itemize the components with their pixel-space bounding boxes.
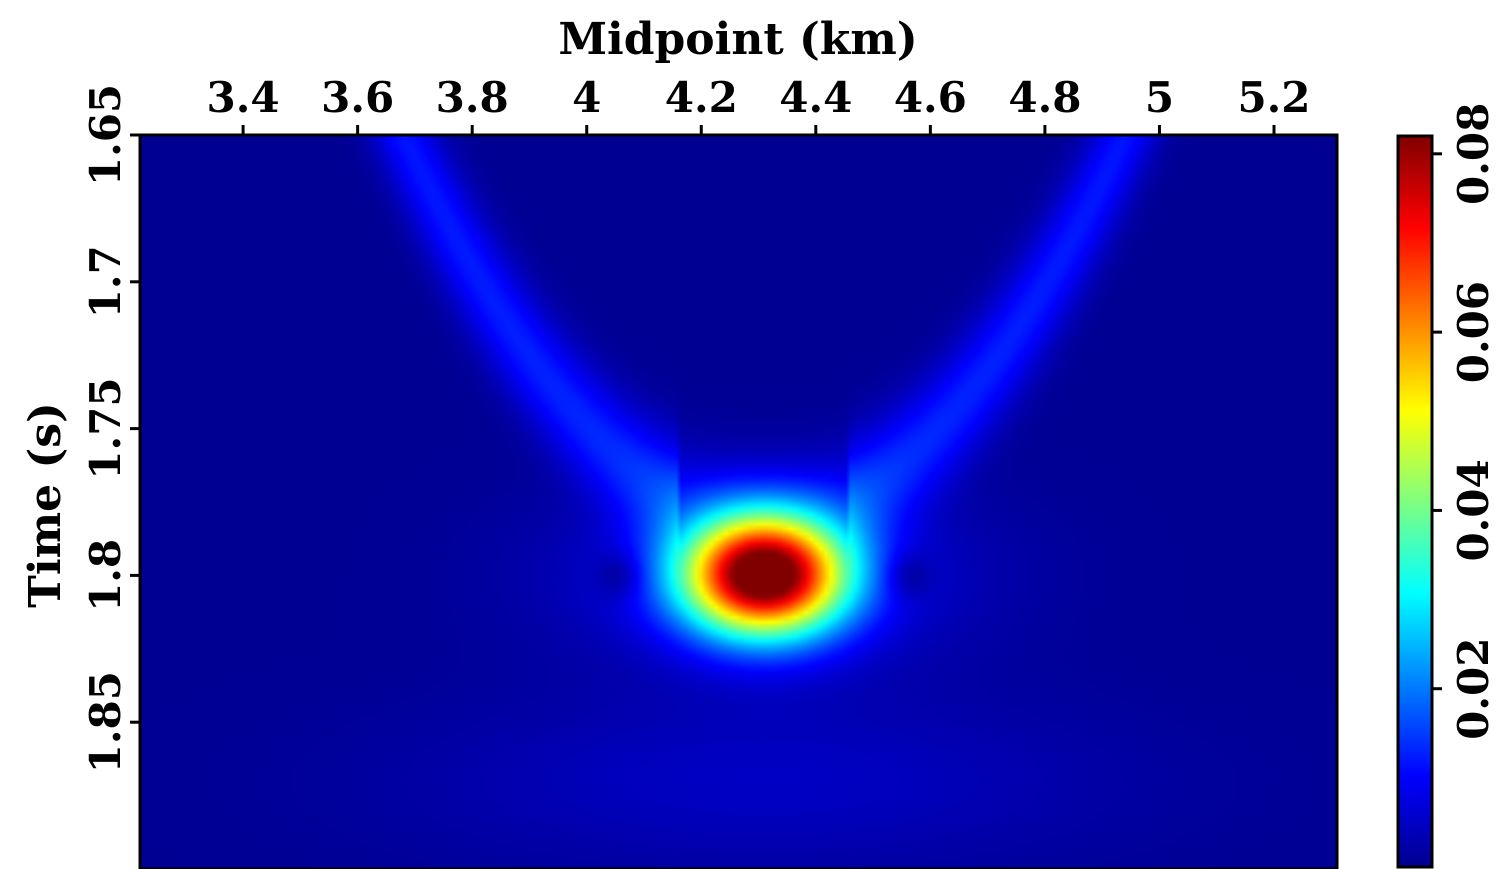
y-axis-ticks: 1.65 1.7 1.75 1.8 1.85 bbox=[81, 84, 140, 773]
plot-frame bbox=[138, 133, 1339, 869]
y-tick-label: 1.7 bbox=[81, 245, 130, 318]
x-tick-label: 4.8 bbox=[1008, 73, 1081, 122]
colorbar-tick-label: 0.02 bbox=[1449, 638, 1498, 740]
y-axis-label: Time (s) bbox=[20, 402, 71, 608]
x-tick-label: 5.2 bbox=[1237, 73, 1310, 122]
colorbar-frame bbox=[1396, 134, 1434, 869]
y-tick-label: 1.85 bbox=[81, 671, 130, 773]
x-axis-ticks: 3.4 3.6 3.8 4 4.2 4.4 4.6 4.8 5 5.2 bbox=[207, 73, 1311, 135]
y-tick-label: 1.75 bbox=[81, 377, 130, 479]
x-tick-label: 4 bbox=[572, 73, 601, 122]
y-tick-label: 1.65 bbox=[81, 84, 130, 186]
x-tick-label: 3.6 bbox=[321, 73, 394, 122]
colorbar-gradient bbox=[1398, 136, 1432, 867]
colorbar-tick-label: 0.04 bbox=[1449, 459, 1498, 561]
colorbar: 0.02 0.04 0.06 0.08 bbox=[1396, 103, 1498, 869]
x-axis-label: Midpoint (km) bbox=[558, 14, 917, 65]
colorbar-tick-label: 0.08 bbox=[1449, 103, 1498, 205]
colorbar-ticks: 0.02 0.04 0.06 0.08 bbox=[1432, 103, 1498, 740]
x-tick-label: 3.4 bbox=[207, 73, 280, 122]
heatmap-image bbox=[140, 135, 1337, 869]
x-tick-label: 3.8 bbox=[436, 73, 509, 122]
x-tick-label: 4.6 bbox=[894, 73, 967, 122]
x-tick-label: 4.2 bbox=[665, 73, 738, 122]
colorbar-tick-label: 0.06 bbox=[1449, 281, 1498, 383]
y-tick-label: 1.8 bbox=[81, 539, 130, 612]
x-tick-label: 5 bbox=[1145, 73, 1174, 122]
x-tick-label: 4.4 bbox=[779, 73, 852, 122]
plot-area bbox=[138, 133, 1339, 869]
